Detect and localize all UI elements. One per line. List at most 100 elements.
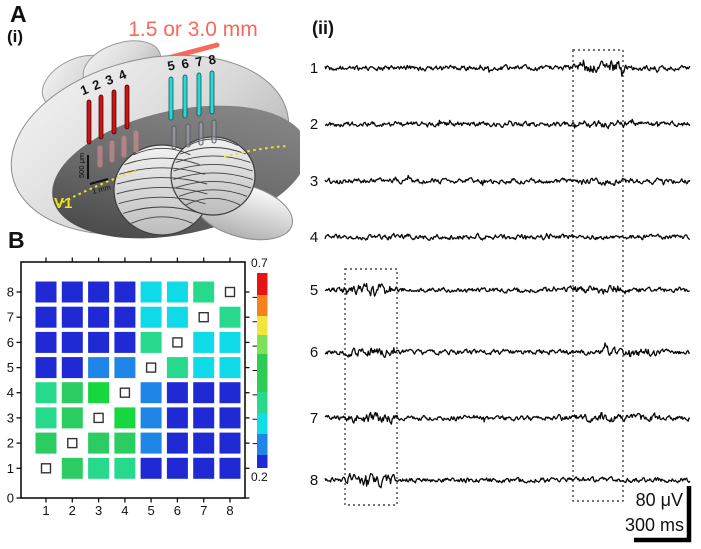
heatmap-cell <box>35 382 57 404</box>
y-axis-label-7: 7 <box>7 310 14 325</box>
distance-label: 1.5 or 3.0 mm <box>128 18 258 41</box>
electrode-red-2 <box>98 94 104 140</box>
v1-boundary-dashed-right <box>223 145 289 158</box>
heatmap-cell <box>35 357 57 379</box>
heatmap-cell <box>219 432 241 454</box>
ghost-electrode-cyan-7 <box>198 121 204 146</box>
heatmap-cell <box>61 331 83 353</box>
trace-line-6 <box>324 342 691 358</box>
heatmap-cell <box>35 281 57 303</box>
trace-line-7 <box>324 411 691 425</box>
ghost-electrode-cyan-5 <box>171 125 177 150</box>
cerebellum-lobe-right <box>170 136 256 216</box>
folia-line <box>178 189 248 197</box>
y-axis-label-1: 1 <box>7 461 14 476</box>
v1-boundary-dashed-left <box>56 170 137 206</box>
heatmap-cell <box>114 306 136 328</box>
electrode-number-7: 7 <box>194 54 204 70</box>
v1-label: V1 <box>54 195 72 212</box>
electrode-cyan-8 <box>209 70 215 115</box>
heatmap-diagonal-marker <box>67 437 78 449</box>
colorbar-segment <box>257 413 268 434</box>
electrode-number-8: 8 <box>207 52 217 68</box>
folia-line <box>185 197 241 206</box>
heatmap-cell <box>88 432 110 454</box>
folia-line <box>116 186 208 195</box>
heatmap-cells <box>35 281 241 479</box>
electrode-cyan-7 <box>196 72 202 117</box>
heatmap-cell <box>166 432 188 454</box>
heatmap-cell <box>166 306 188 328</box>
trace-label-1: 1 <box>310 60 318 77</box>
trace-label-4: 4 <box>310 229 318 246</box>
x-axis-label-3: 3 <box>95 503 102 518</box>
x-axis-label-1: 1 <box>42 503 49 518</box>
folia-line <box>187 138 239 146</box>
ghost-electrode-cyan-6 <box>185 123 191 148</box>
heatmap-cell <box>114 331 136 353</box>
folia-line <box>179 147 247 155</box>
y-axis-label-0: 0 <box>7 491 14 506</box>
colorbar-max-label: 0.7 <box>251 256 268 270</box>
y-axis-label-3: 3 <box>7 410 14 425</box>
trace-line-8 <box>324 472 691 489</box>
highlight-box-left <box>344 268 398 506</box>
ghost-electrode-red-2 <box>109 140 115 163</box>
folia-line <box>118 196 206 205</box>
heatmap-diagonal-marker <box>224 286 236 298</box>
trace-line-3 <box>324 174 691 186</box>
heatmap-cell <box>193 457 215 479</box>
folia-line <box>124 157 200 166</box>
colorbar-segment <box>257 392 268 413</box>
electrode-red-4 <box>124 84 130 130</box>
heatmap-cell <box>166 407 188 429</box>
panel-a-sub-label: (i) <box>7 27 24 46</box>
correlation-heatmap: 8 7 6 5 4 3 2 1 0 1 2 3 4 5 6 7 8 0.7 0.2 <box>7 256 268 518</box>
heatmap-cell <box>88 281 110 303</box>
heatmap-diagonal-marker <box>172 337 183 348</box>
colorbar-segment <box>257 316 268 335</box>
panel-a-label: A <box>10 1 27 27</box>
ghost-electrode-red-4 <box>133 130 139 153</box>
cerebellum <box>113 136 256 236</box>
trace-lines: 1 2 3 4 5 6 7 8 <box>310 59 691 489</box>
trace-label-5: 5 <box>310 282 318 299</box>
heatmap-cell <box>61 457 83 479</box>
heatmap-cell <box>193 331 215 353</box>
heatmap-cell <box>193 432 215 454</box>
colorbar-segment <box>257 273 268 295</box>
heatmap-cell <box>140 331 162 353</box>
heatmap-cell <box>166 382 188 404</box>
heatmap-cell <box>88 457 110 479</box>
colorbar-segment <box>257 434 268 455</box>
heatmap-cell <box>193 382 215 404</box>
heatmap-cell <box>219 357 241 379</box>
scalebar-time-label: 300 ms <box>625 515 684 535</box>
heatmap-cell <box>140 432 162 454</box>
colorbar <box>252 273 268 468</box>
ghost-electrode-cyan-8 <box>211 119 217 144</box>
electrode-red-1 <box>86 99 92 145</box>
heatmap-cell <box>61 281 83 303</box>
folia-line <box>116 177 208 185</box>
electrode-number-5: 5 <box>166 58 176 74</box>
heatmap-cell <box>114 407 136 429</box>
heatmap-diagonal-marker <box>198 311 209 323</box>
heatmap-cell <box>140 281 162 303</box>
ghost-electrode-red-1 <box>97 145 103 168</box>
y-axis-label-4: 4 <box>7 385 14 400</box>
heatmap-cell <box>61 357 83 379</box>
x-axis-label-6: 6 <box>174 503 181 518</box>
folia-line <box>175 155 251 163</box>
heatmap-cell <box>61 306 83 328</box>
trace-line-2 <box>324 118 691 130</box>
scalebar-voltage-label: 80 μV <box>636 490 683 510</box>
ghost-electrode-red-3 <box>121 135 127 158</box>
colorbar-segment <box>257 455 268 468</box>
heatmap-cell <box>219 331 241 353</box>
heatmap-cell <box>88 382 110 404</box>
y-axis-label-8: 8 <box>7 285 14 300</box>
x-axis-label-4: 4 <box>121 503 128 518</box>
